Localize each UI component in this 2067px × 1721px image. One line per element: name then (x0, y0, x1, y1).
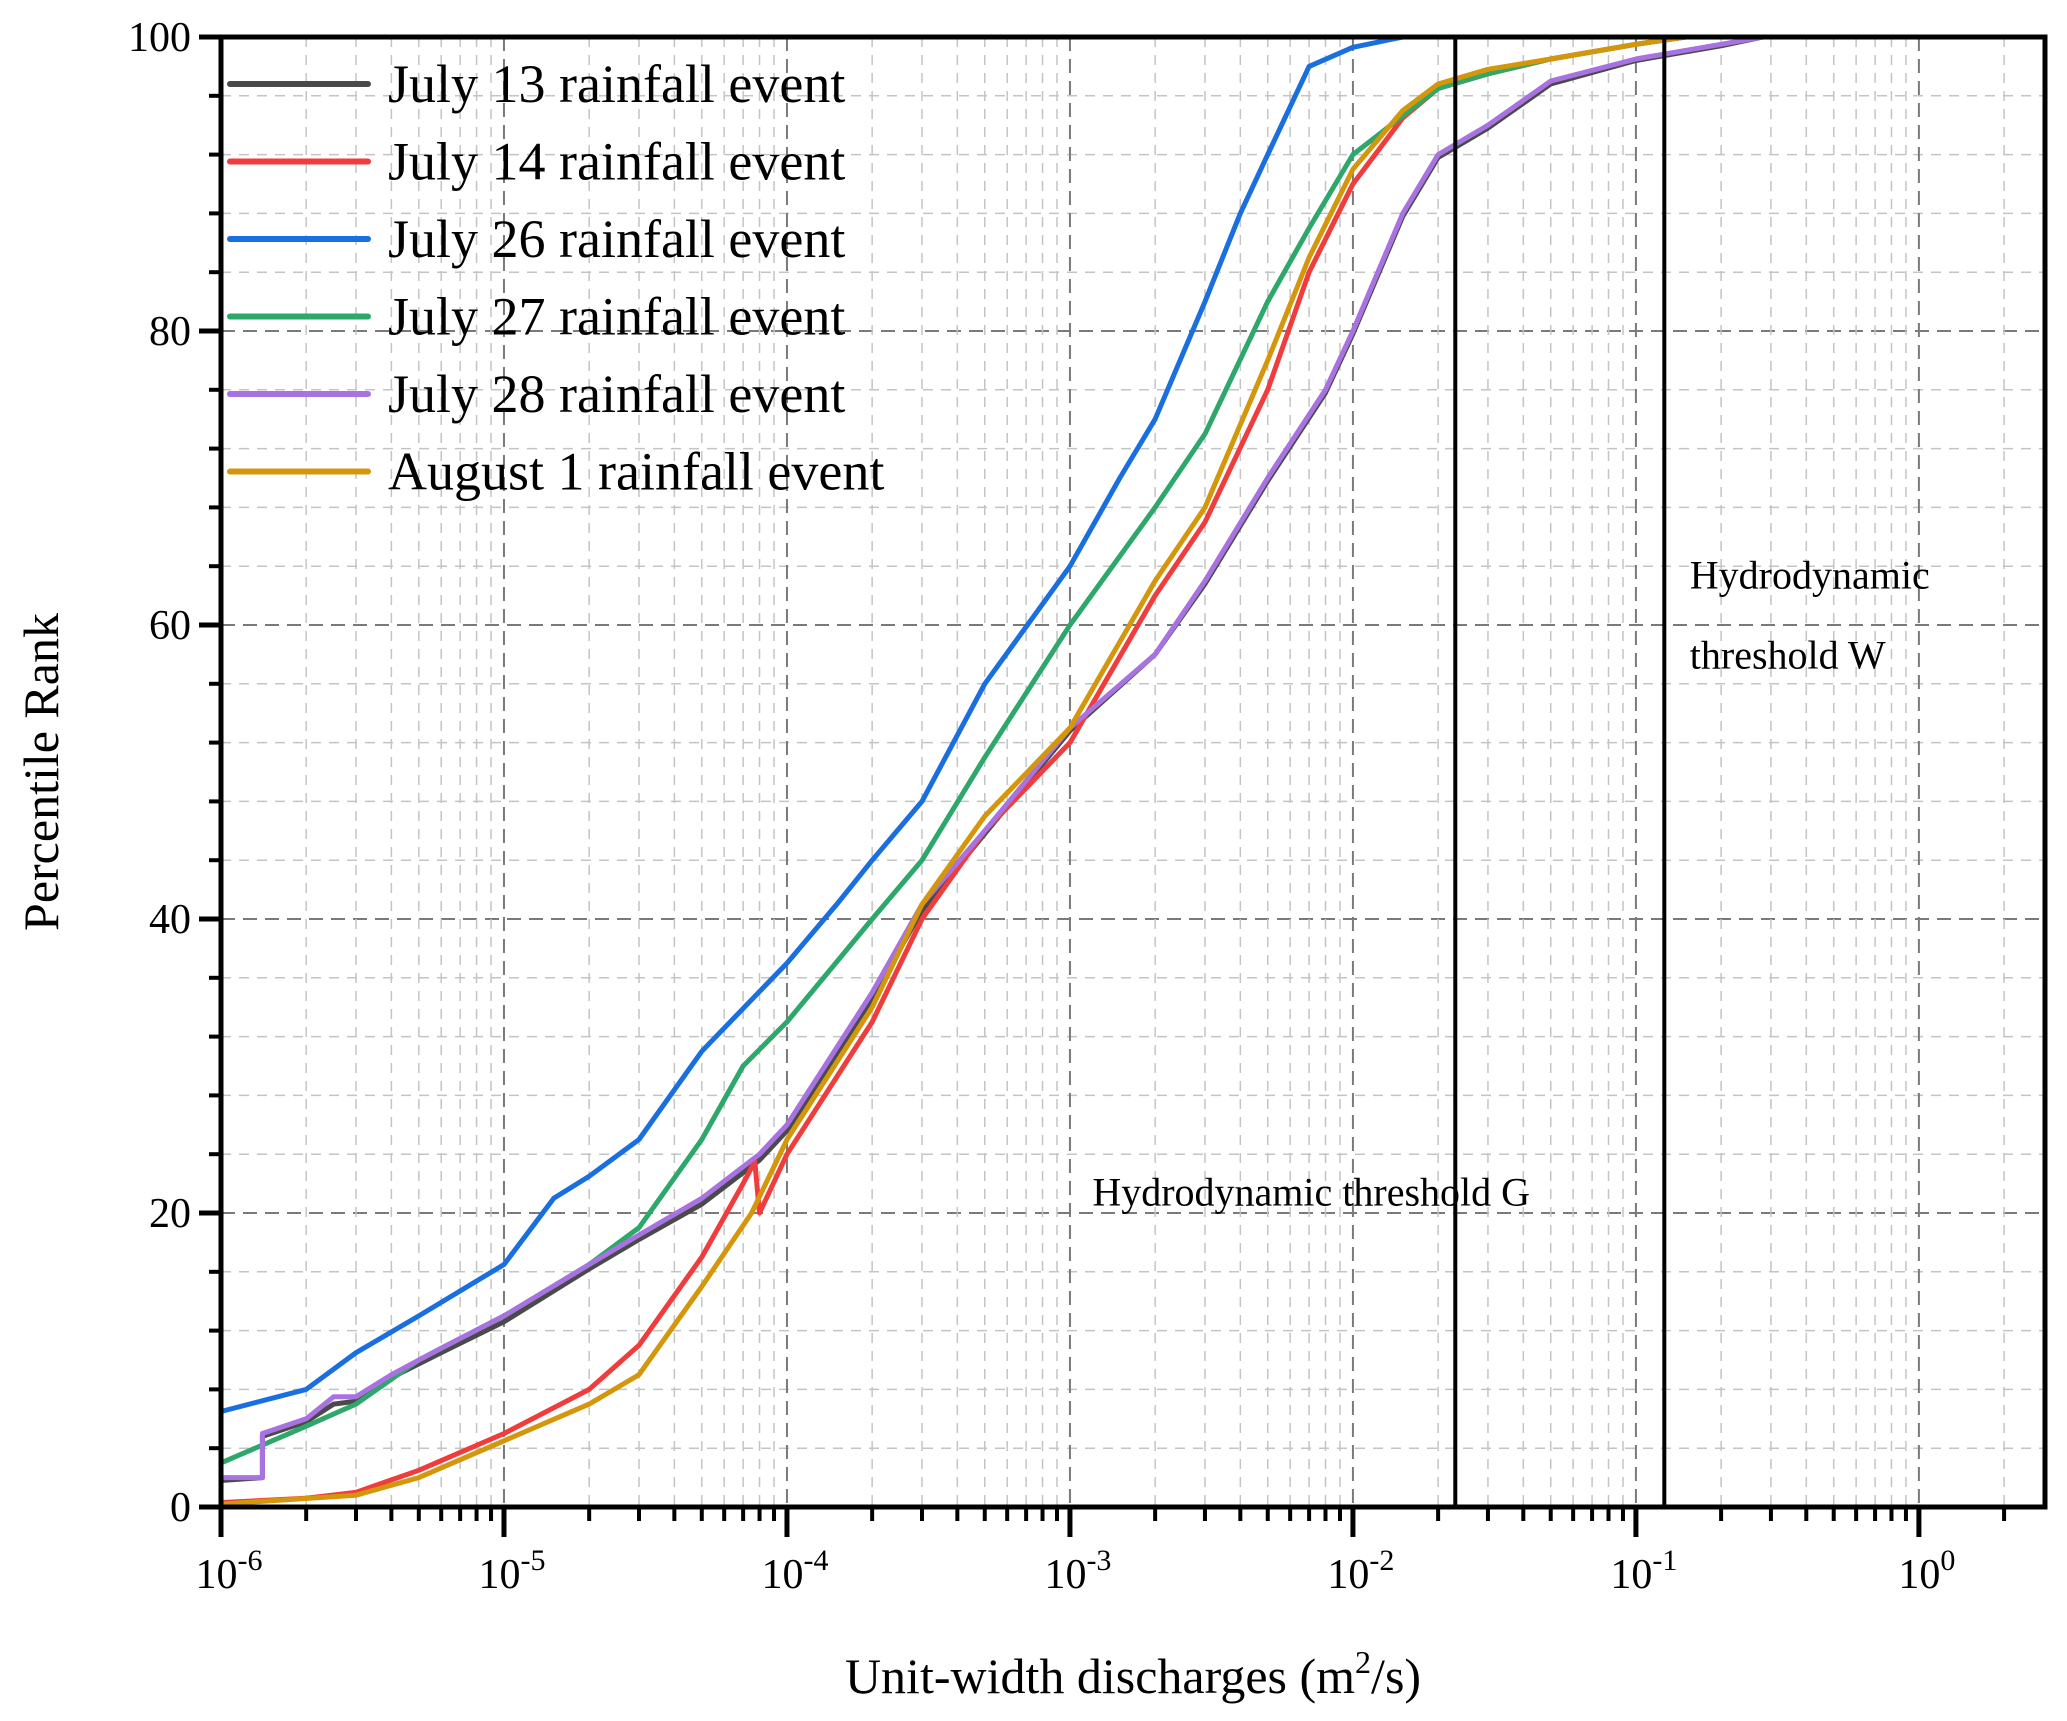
y-tick-labels: 0 20 40 60 80 100 (128, 15, 191, 1531)
x-tick-label: 10-6 (196, 1544, 263, 1598)
x-tick-label-exponent: -5 (520, 1544, 545, 1577)
x-tick-label: 10-4 (761, 1544, 828, 1598)
legend-item: July 26 rainfall event (227, 209, 845, 269)
y-tick-label: 80 (149, 309, 191, 355)
threshold-lines (1453, 37, 1667, 1507)
x-tick-label-exponent: -3 (1086, 1544, 1111, 1577)
x-tick-label-exponent: -2 (1369, 1544, 1394, 1577)
threshold-annotation: Hydrodynamic threshold G (1092, 1170, 1530, 1215)
plot-frame (218, 34, 2048, 1510)
legend-label: August 1 rainfall event (388, 442, 884, 502)
x-axis-title-superscript: 2 (1355, 1644, 1371, 1680)
x-tick-label-base: 10 (761, 1552, 803, 1598)
x-tick-label-exponent: -6 (238, 1544, 263, 1577)
legend-label: July 27 rainfall event (388, 287, 845, 347)
x-tick-label-base: 10 (1327, 1552, 1369, 1598)
legend-label: July 13 rainfall event (388, 54, 845, 114)
legend-item: July 14 rainfall event (227, 132, 845, 192)
threshold-annotation: threshold W (1690, 632, 1886, 677)
series-line-july-28-rainfall-event (218, 34, 1765, 1481)
y-tick-label: 40 (149, 897, 191, 943)
legend: July 13 rainfall event July 14 rainfall e… (227, 54, 884, 502)
x-axis-title-tail: /s) (1371, 1648, 1421, 1704)
x-tick-label-exponent: 0 (1940, 1544, 1955, 1577)
series-line-july-26-rainfall-event (218, 34, 1406, 1414)
x-tick-label: 100 (1898, 1544, 1955, 1598)
legend-label: July 26 rainfall event (388, 209, 845, 269)
legend-label: July 28 rainfall event (388, 364, 845, 424)
x-tick-label-base: 10 (1610, 1552, 1652, 1598)
legend-item: August 1 rainfall event (227, 442, 884, 502)
x-tick-label-base: 10 (1044, 1552, 1086, 1598)
legend-item: July 28 rainfall event (227, 364, 845, 424)
x-axis-title-main: Unit-width discharges (m (845, 1648, 1355, 1704)
threshold-annotations: Hydrodynamic threshold G Hydrodynamic thre… (1092, 552, 1929, 1214)
y-tick-label: 20 (149, 1191, 191, 1237)
x-tick-label-exponent: -1 (1652, 1544, 1677, 1577)
x-tick-label: 10-3 (1044, 1544, 1111, 1598)
axis-ticks (199, 34, 2007, 1537)
x-tick-label-exponent: -4 (803, 1544, 828, 1577)
grid (221, 37, 2045, 1507)
x-tick-label-base: 10 (196, 1552, 238, 1598)
x-tick-label: 10-1 (1610, 1544, 1677, 1598)
threshold-annotation: Hydrodynamic (1690, 552, 1930, 597)
x-tick-labels: 10-6 10-5 10-4 10-3 10-2 10-1 100 (196, 1544, 1956, 1598)
x-axis-title: Unit-width discharges (m2/s) (845, 1644, 1421, 1704)
x-tick-label-base: 10 (478, 1552, 520, 1598)
y-tick-label: 0 (170, 1485, 191, 1531)
series-lines (218, 34, 1765, 1507)
series-line-august-1-rainfall-event (218, 34, 1689, 1507)
x-tick-label: 10-5 (478, 1544, 545, 1598)
x-tick-label: 10-2 (1327, 1544, 1394, 1598)
x-tick-label-base: 10 (1898, 1552, 1940, 1598)
legend-item: July 27 rainfall event (227, 287, 845, 347)
y-tick-label: 60 (149, 603, 191, 649)
legend-label: July 14 rainfall event (388, 132, 845, 192)
legend-item: July 13 rainfall event (227, 54, 845, 114)
y-tick-label: 100 (128, 15, 191, 61)
y-axis-title: Percentile Rank (13, 613, 69, 931)
